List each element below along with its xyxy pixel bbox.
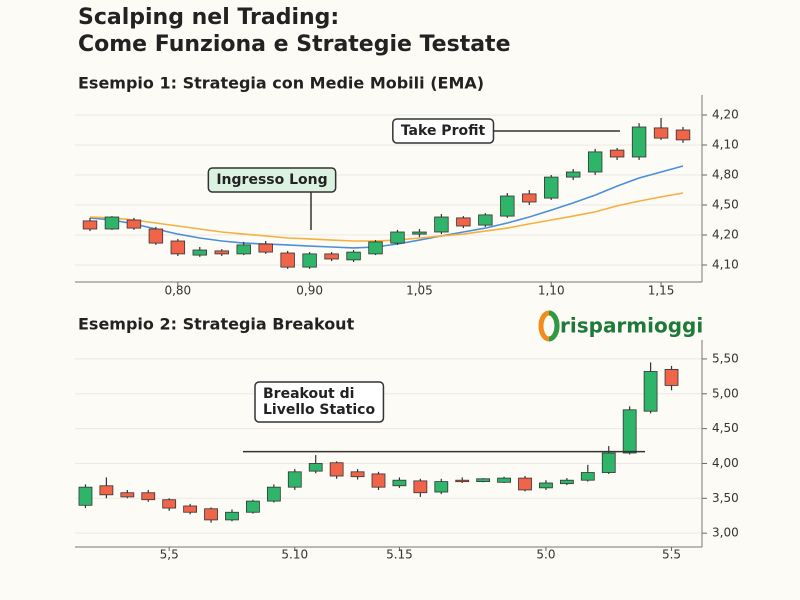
candle-body (559, 479, 574, 485)
candle-body (643, 371, 658, 412)
candle-body (622, 409, 637, 454)
chart-title: Esempio 1: Strategia con Medie Mobili (E… (78, 74, 484, 93)
y-tick-label: 4,20 (712, 228, 739, 242)
y-tick-label: 3,00 (712, 526, 739, 540)
candle-body (126, 219, 142, 229)
candle-body (392, 479, 407, 487)
candle-body (346, 251, 361, 261)
annotation: Livello Statico (263, 402, 375, 418)
candle-body (631, 126, 647, 158)
y-tick-label: 4,00 (712, 456, 739, 470)
candle-body (204, 508, 218, 521)
candle-body (675, 129, 691, 141)
candle-body (192, 249, 208, 256)
y-tick-label: 4,10 (712, 138, 739, 152)
x-tick-label: 5.5 (662, 548, 681, 562)
ema-line (89, 192, 684, 242)
candle-body (236, 244, 251, 255)
candle-body (183, 505, 198, 513)
y-tick-label: 5,00 (712, 386, 739, 400)
y-tick-label: 4,50 (712, 198, 739, 212)
candle-body (78, 486, 93, 506)
logo-text: risparmioggi (560, 314, 703, 338)
candle-body (478, 214, 493, 226)
candle-body (565, 171, 581, 178)
candle-body (350, 471, 365, 478)
ema-line (89, 165, 684, 249)
x-tick-label: 0,80 (164, 284, 191, 298)
candle-body (500, 195, 515, 217)
candle-body (518, 477, 532, 491)
candle-body (522, 193, 537, 203)
candle-body (214, 250, 229, 255)
candle-body (141, 492, 156, 501)
annotation: Breakout di (263, 386, 354, 402)
candle-body (82, 220, 98, 230)
annotation: Ingresso Long (216, 172, 327, 188)
candle-body (434, 216, 449, 233)
y-tick-label: 3,50 (712, 491, 739, 505)
x-tick-label: 5.15 (386, 548, 413, 562)
candle-body (258, 243, 273, 253)
candle-body (170, 240, 186, 255)
candle-body (390, 231, 405, 244)
annotation: Take Profit (401, 123, 486, 139)
candle-body (324, 253, 339, 260)
candle-body (412, 231, 427, 235)
candle-body (368, 241, 383, 255)
candle-body (120, 492, 135, 498)
y-tick-label: 4,20 (712, 108, 739, 122)
candle-body (664, 368, 679, 386)
x-tick-label: 5,5 (160, 548, 179, 562)
candle-body (287, 471, 302, 488)
y-tick-label: 4,50 (712, 421, 739, 435)
page-title: Scalping nel Trading: (78, 5, 339, 30)
candle-body (456, 217, 471, 227)
annotation-box (254, 381, 385, 423)
candle-body (455, 479, 470, 483)
logo-ring (548, 310, 560, 342)
x-tick-label: 1,05 (406, 284, 433, 298)
annotation-box (207, 167, 337, 193)
x-tick-label: 1,10 (538, 284, 565, 298)
candle-body (99, 485, 114, 496)
chart-title: Esempio 2: Strategia Breakout (78, 315, 355, 334)
candle-body (587, 151, 603, 173)
y-tick-label: 4,10 (712, 258, 739, 272)
candle-body (539, 482, 553, 489)
candle-body (371, 473, 386, 488)
candle-body (302, 253, 317, 268)
x-tick-label: 5.0 (536, 548, 555, 562)
candle-body (544, 176, 559, 199)
candle-body (308, 463, 323, 472)
candle-body (497, 477, 511, 483)
candle-body (329, 462, 344, 477)
candle-body (609, 149, 625, 158)
y-tick-label: 5,50 (712, 351, 739, 365)
candle-body (476, 478, 491, 482)
candle-body (434, 481, 449, 493)
candle-body (580, 472, 595, 481)
x-tick-label: 5.10 (281, 548, 308, 562)
candle-body (413, 480, 428, 494)
candle-body (148, 228, 164, 244)
candle-body (601, 452, 616, 473)
page-title: Come Funziona e Strategie Testate (78, 32, 511, 57)
x-tick-label: 0,90 (296, 284, 323, 298)
candle-body (225, 511, 239, 521)
candle-body (280, 252, 295, 268)
candle-body (104, 216, 120, 230)
logo: risparmioggi (538, 310, 703, 342)
candle-body (266, 486, 281, 502)
candle-body (653, 127, 669, 139)
x-tick-label: 1,15 (648, 284, 675, 298)
candle-body (246, 500, 260, 513)
candle-body (162, 499, 177, 509)
y-tick-label: 4,80 (712, 168, 739, 182)
